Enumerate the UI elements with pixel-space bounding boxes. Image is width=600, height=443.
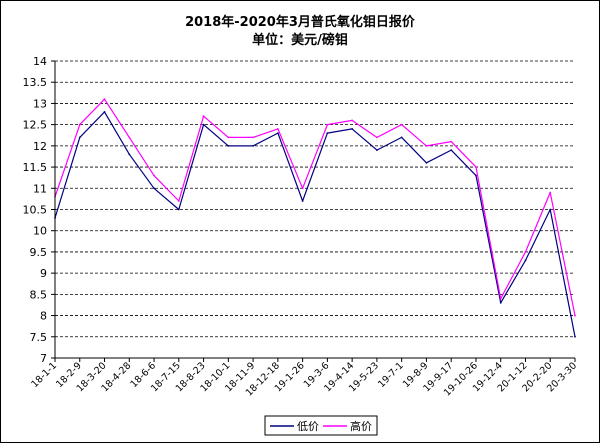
y-tick-label: 12 xyxy=(33,140,47,153)
y-tick-label: 7.5 xyxy=(30,331,48,344)
data-point xyxy=(128,153,131,156)
x-tick-label: 19-7-1 xyxy=(376,360,406,390)
chart-title: 2018年-2020年3月普氏氧化钼日报价 xyxy=(185,14,416,30)
data-point xyxy=(252,136,254,139)
y-tick-label: 14 xyxy=(33,55,47,68)
legend-label-low: 低价 xyxy=(297,420,319,433)
y-axis-ticks: 7 7.5 8 8.5 9 9.5 10 10.5 11 11.5 12 12.5 13 13.5 14 xyxy=(23,55,55,365)
data-point xyxy=(499,301,502,304)
y-tick-label: 11 xyxy=(33,182,47,195)
y-tick-label: 13 xyxy=(33,97,47,110)
legend-label-high: 高价 xyxy=(350,419,372,433)
data-point xyxy=(227,144,230,147)
data-point xyxy=(400,136,403,139)
data-point xyxy=(475,166,477,168)
y-tick-label: 9.5 xyxy=(30,246,48,259)
data-point xyxy=(276,132,279,135)
data-point xyxy=(574,335,576,338)
data-point xyxy=(351,127,354,130)
data-point xyxy=(400,123,403,126)
y-tick-label: 12.5 xyxy=(23,119,48,132)
data-point xyxy=(376,136,378,139)
y-tick-label: 7 xyxy=(40,352,47,365)
data-point xyxy=(227,136,230,139)
data-point xyxy=(425,161,428,164)
data-point xyxy=(376,149,378,152)
grid-lines xyxy=(55,60,575,338)
data-point xyxy=(450,140,453,143)
axes xyxy=(54,61,575,359)
data-point xyxy=(128,136,131,139)
series-line-low xyxy=(54,111,576,337)
legend: 低价 高价 xyxy=(264,415,378,436)
data-point xyxy=(252,144,254,147)
data-point xyxy=(499,297,502,300)
data-point xyxy=(276,127,279,130)
data-point xyxy=(78,136,81,139)
data-point xyxy=(450,149,453,152)
y-tick-label: 10 xyxy=(33,225,47,238)
data-point xyxy=(153,174,155,177)
y-tick-label: 9 xyxy=(40,267,47,280)
data-point xyxy=(78,123,81,126)
data-point xyxy=(202,115,205,118)
series-lines xyxy=(54,98,576,338)
data-point xyxy=(301,187,304,190)
data-point xyxy=(425,144,428,147)
chart-subtitle: 单位：美元/磅钼 xyxy=(252,32,348,48)
data-point xyxy=(549,208,552,211)
y-tick-label: 8.5 xyxy=(30,288,48,301)
data-point xyxy=(103,111,106,113)
data-point xyxy=(524,251,527,253)
series-line-high xyxy=(54,98,576,316)
data-point xyxy=(153,187,155,190)
data-point xyxy=(549,191,552,194)
data-point xyxy=(524,259,527,262)
data-point xyxy=(574,314,576,317)
data-point xyxy=(177,208,180,211)
data-point xyxy=(103,98,106,101)
x-axis-ticks: 18-1-118-2-918-3-2018-4-2818-6-618-7-151… xyxy=(29,358,579,399)
data-point xyxy=(202,123,205,126)
y-tick-label: 11.5 xyxy=(23,161,48,174)
y-tick-label: 13.5 xyxy=(23,76,48,89)
y-tick-label: 8 xyxy=(40,310,47,323)
data-point xyxy=(326,123,329,126)
data-point xyxy=(177,200,180,202)
data-point xyxy=(326,132,329,135)
legend-box xyxy=(264,415,378,436)
data-point xyxy=(301,200,304,202)
data-point xyxy=(475,174,477,177)
y-tick-label: 10.5 xyxy=(23,204,48,217)
data-point xyxy=(351,119,354,122)
